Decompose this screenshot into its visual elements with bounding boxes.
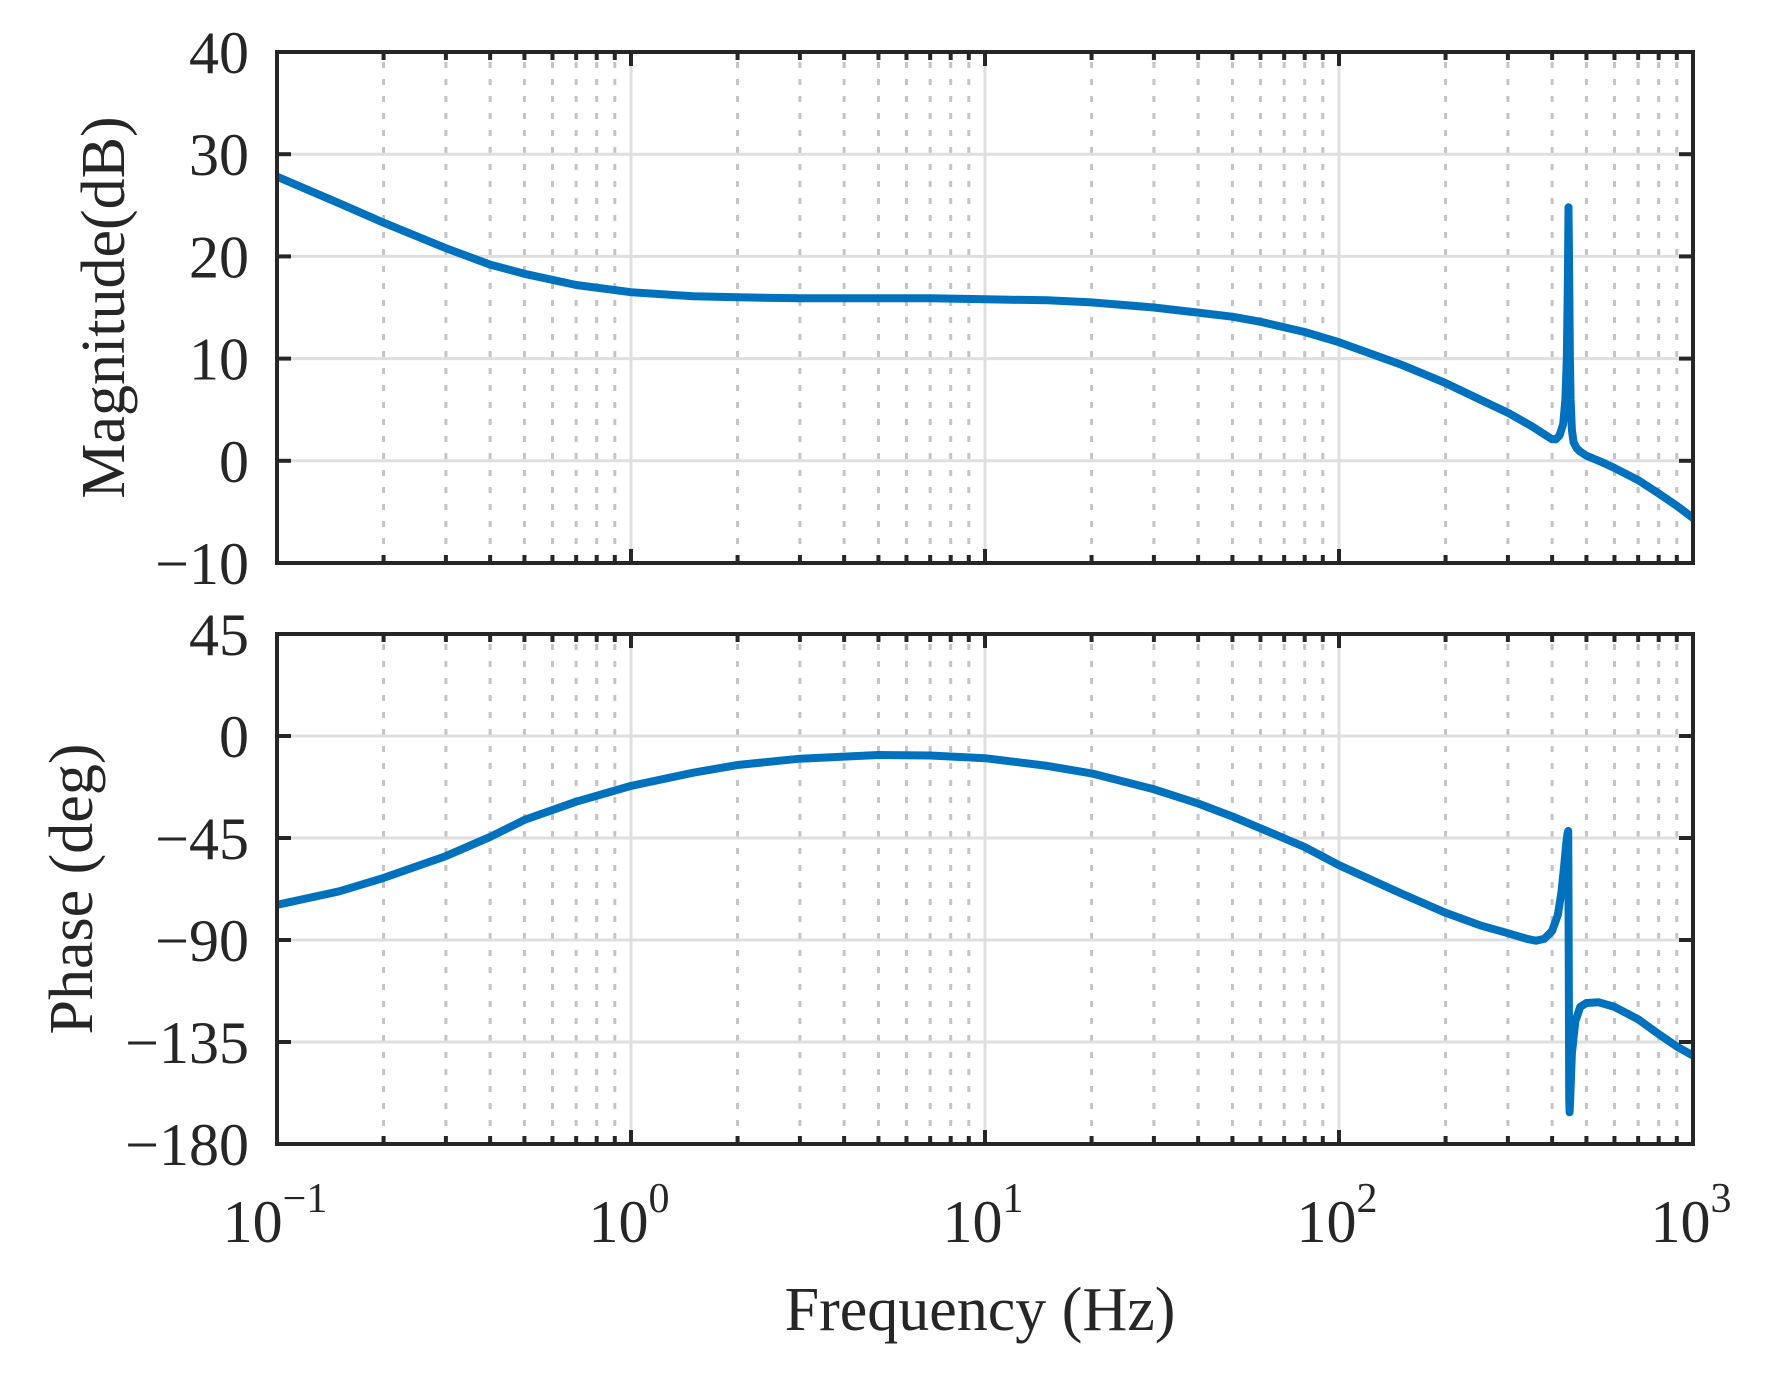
x-axis-label: Frequency (Hz) — [785, 1276, 1176, 1344]
magnitude-axes: −10 0 10 20 30 40 Magnitude(dB) — [70, 20, 1695, 597]
magnitude-ytick-label: 30 — [189, 122, 249, 188]
magnitude-ytick-label: 20 — [189, 224, 249, 290]
magnitude-axes-box — [275, 50, 1695, 565]
phase-y-axis-label: Phase (deg) — [38, 744, 106, 1035]
phase-ytick-label: −180 — [125, 1112, 249, 1178]
phase-ytick-label: −135 — [125, 1010, 249, 1076]
magnitude-ytick-label: 40 — [189, 20, 249, 86]
magnitude-ytick-label: 0 — [219, 429, 249, 495]
phase-major-grid — [277, 634, 1693, 1144]
phase-minor-grid — [382, 644, 1679, 1136]
magnitude-minor-grid — [382, 62, 1679, 555]
x-tick-label: 10−1 — [223, 1176, 328, 1255]
x-tick-label: 103 — [1651, 1176, 1732, 1255]
phase-axes-box — [275, 632, 1695, 1146]
magnitude-y-axis-label: Magnitude(dB) — [70, 116, 138, 498]
phase-ytick-label: −45 — [155, 806, 249, 872]
magnitude-major-grid — [277, 52, 1693, 563]
magnitude-ytick-label: −10 — [155, 531, 249, 597]
phase-ytick-label: −90 — [155, 908, 249, 974]
magnitude-ytick-label: 10 — [189, 327, 249, 393]
magnitude-curve — [277, 172, 1693, 522]
phase-axes: −180 −135 −90 −45 0 45 Phase (deg) 10−1 100 101 10… — [38, 602, 1731, 1255]
x-tick-label: 102 — [1297, 1176, 1378, 1255]
x-tick-label: 101 — [943, 1176, 1024, 1255]
phase-ytick-label: 0 — [219, 704, 249, 770]
x-tick-label: 100 — [589, 1176, 670, 1255]
phase-ytick-label: 45 — [189, 602, 249, 668]
phase-curve — [277, 751, 1693, 1117]
